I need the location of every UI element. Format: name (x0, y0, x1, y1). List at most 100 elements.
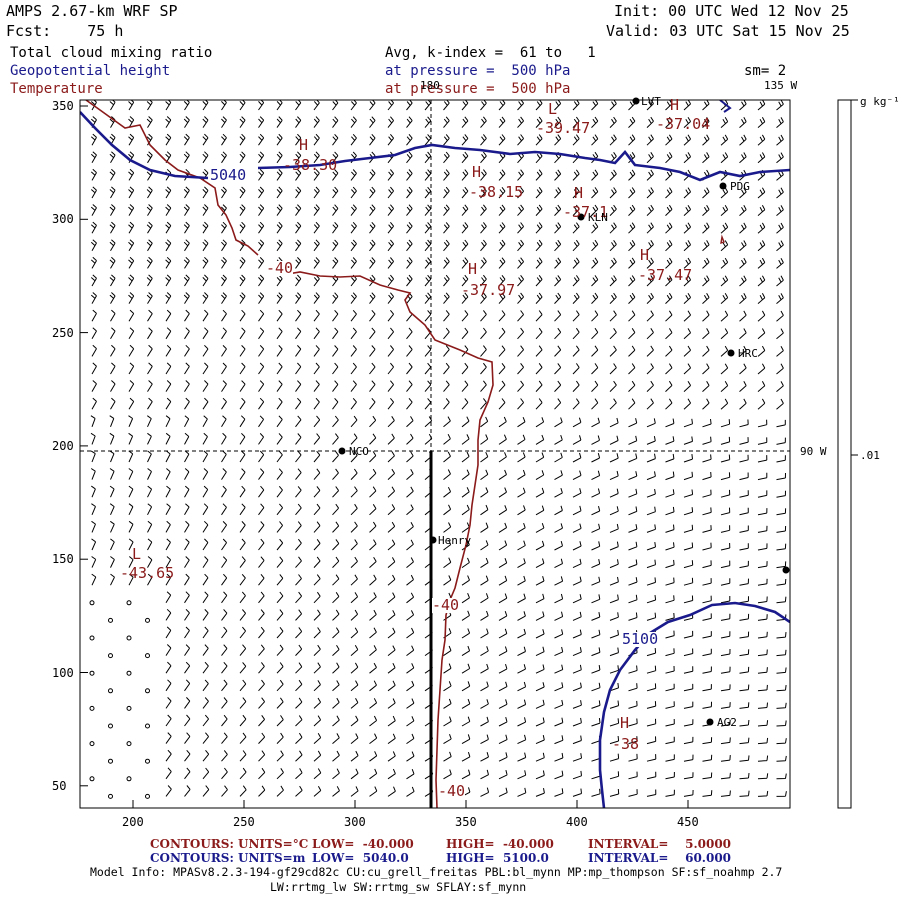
wind-barb (702, 418, 712, 428)
wind-barb (776, 437, 786, 445)
wind-barb (258, 626, 265, 639)
wind-barb (480, 540, 489, 551)
wind-barb (128, 415, 134, 427)
wind-barb (498, 593, 508, 604)
wind-barb (147, 397, 153, 410)
wind-barb (572, 594, 582, 604)
extremum-symbol: H (620, 714, 630, 732)
wind-barb (757, 328, 766, 340)
wind-barb (591, 665, 601, 674)
station-dot-ag2 (706, 718, 714, 726)
wind-barb (387, 292, 394, 304)
wind-barb (646, 489, 656, 498)
wind-barb (739, 649, 750, 657)
wind-barb (406, 204, 413, 216)
wind-barb (554, 434, 563, 445)
wind-barb (591, 435, 600, 445)
wind-barb (480, 327, 487, 340)
wind-barb (572, 345, 580, 357)
wind-barb (554, 770, 564, 780)
wind-barb (332, 433, 339, 445)
wind-barb (109, 186, 116, 199)
wind-barb (387, 539, 396, 551)
wind-barb (147, 573, 153, 586)
wind-barb (295, 697, 303, 709)
wind-barb (295, 521, 302, 533)
wind-barb (720, 152, 729, 164)
wind-barb (350, 309, 357, 322)
wind-barb (554, 204, 562, 216)
wind-barb (221, 432, 227, 445)
wind-barb (295, 679, 303, 692)
wind-barb (517, 522, 526, 533)
wind-barb (739, 328, 747, 340)
wind-barb (295, 715, 303, 727)
wind-barb (609, 718, 620, 727)
wind-barb (295, 257, 302, 269)
wind-barb (184, 468, 190, 480)
wind-barb (387, 133, 394, 146)
wind-barb (609, 169, 617, 181)
wind-barb (369, 539, 377, 551)
wind-barb (313, 785, 322, 797)
wind-barb (498, 522, 508, 533)
wind-barb (461, 451, 470, 463)
wind-barb (276, 468, 283, 480)
wind-barb (720, 719, 731, 727)
wind-barb (350, 433, 358, 445)
wind-barb (683, 719, 694, 727)
wind-barb (184, 732, 191, 744)
wind-barb (609, 682, 619, 692)
wind-barb (739, 117, 747, 128)
wind-barb (628, 541, 638, 551)
wind-barb (683, 134, 692, 146)
wind-barb (258, 538, 265, 551)
wind-barb (424, 186, 432, 199)
wind-barb (406, 486, 414, 498)
wind-barb (221, 785, 228, 797)
wind-barb (609, 506, 619, 516)
wind-barb (369, 733, 378, 744)
wind-barb (461, 769, 471, 780)
wind-barb (665, 398, 673, 410)
wind-barb (128, 256, 135, 269)
wind-barb (239, 450, 246, 463)
wind-barb (461, 751, 471, 762)
y-tick-label: 250 (52, 325, 74, 340)
footer-height-label: CONTOURS: (150, 851, 234, 865)
field-cloud: Total cloud mixing ratio (10, 45, 213, 61)
wind-barb (739, 381, 747, 392)
wind-barb (683, 789, 694, 797)
wind-barb (628, 169, 636, 181)
wind-barb (776, 738, 787, 745)
wind-barb (554, 540, 563, 551)
wind-barb (369, 715, 378, 727)
wind-barb (683, 507, 694, 516)
wind-barb (221, 644, 228, 656)
extremum-symbol: L (132, 545, 142, 563)
wind-barb (387, 733, 396, 745)
wind-barb (554, 134, 562, 146)
wind-barb (739, 560, 749, 569)
wind-barb (90, 151, 97, 164)
wind-barb (757, 134, 766, 146)
wind-barb (165, 204, 172, 216)
wind-barb (572, 629, 582, 639)
wind-barb (739, 205, 747, 216)
wind-barb (776, 773, 787, 780)
wind-barb (202, 151, 209, 164)
wind-barb (183, 186, 190, 199)
wind-barb (628, 577, 638, 586)
wind-barb (184, 626, 190, 639)
wind-barb (535, 169, 543, 181)
wind-barb (739, 596, 749, 604)
wind-barb (702, 790, 713, 797)
wind-barb (183, 292, 190, 304)
wind-barb (776, 755, 787, 762)
wind-barb (313, 750, 322, 762)
wind-barb (572, 310, 580, 322)
wind-barb (554, 239, 562, 252)
wind-barb (572, 100, 580, 111)
wind-barb (221, 468, 227, 480)
wind-barb (221, 450, 227, 463)
